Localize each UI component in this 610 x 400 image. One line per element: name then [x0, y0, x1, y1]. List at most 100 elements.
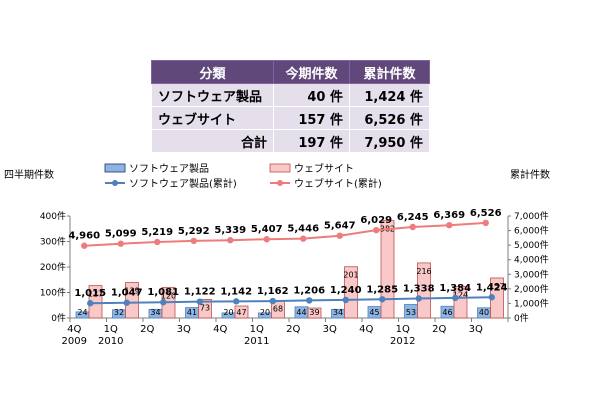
line-value-label: 1,240 — [330, 285, 362, 296]
series-line — [90, 296, 492, 305]
line-value-label: 6,029 — [360, 215, 392, 226]
series-line — [84, 221, 486, 247]
data-point — [233, 298, 240, 305]
data-point — [336, 232, 343, 239]
line-value-label: 1,081 — [147, 287, 179, 298]
x-tick-label: 1Q — [250, 324, 264, 335]
x-tick-label: 4Q — [67, 324, 81, 335]
legend-label: ウェブサイト(累計) — [294, 177, 382, 190]
table-row: ウェブサイト 157 件 6,526 件 — [151, 106, 430, 130]
bar-value-label: 24 — [77, 308, 87, 317]
data-point — [87, 300, 94, 307]
data-point — [160, 299, 167, 306]
x-tick-label: 2Q — [140, 324, 154, 335]
bar-value-label: 41 — [187, 308, 197, 317]
line-value-label: 1,424 — [476, 282, 508, 293]
legend-swatch — [269, 163, 291, 173]
summary-header-row: 分類 今期件数 累計件数 — [151, 60, 430, 84]
data-point — [154, 238, 161, 246]
line-value-label: 1,122 — [184, 287, 216, 298]
x-group-label: 2011 — [244, 336, 269, 347]
table-row: ソフトウェア製品 40 件 1,424 件 — [151, 83, 430, 107]
bar-value-label: 44 — [296, 308, 306, 317]
x-group-label: 2009 — [62, 336, 87, 347]
bar-value-label: 201 — [343, 271, 358, 280]
line-value-label: 6,526 — [470, 208, 502, 219]
data-point — [123, 299, 130, 306]
data-point — [306, 297, 313, 304]
legend-label: ソフトウェア製品(累計) — [129, 177, 237, 190]
x-tick-label: 3Q — [177, 324, 191, 335]
data-point — [482, 219, 489, 227]
legend-marker — [277, 180, 283, 186]
x-tick-label: 4Q — [359, 324, 373, 335]
y-axis-title: 四半期件数 — [4, 168, 54, 181]
bar-value-label: 20 — [223, 308, 233, 317]
line-value-label: 1,384 — [439, 283, 471, 294]
y2-axis-title: 累計件数 — [510, 168, 550, 181]
data-point — [81, 242, 88, 249]
line-value-label: 5,446 — [287, 224, 319, 235]
y-tick-label: 300件 — [40, 236, 66, 248]
table-row: 合計 197 件 7,950 件 — [151, 129, 430, 153]
data-point — [190, 237, 197, 245]
y2-tick-label: 7,000件 — [514, 210, 549, 222]
y2-tick-label: 0件 — [514, 312, 529, 324]
data-point — [452, 294, 459, 302]
y-tick-label: 100件 — [40, 287, 66, 299]
bar-value-label: 32 — [114, 308, 124, 317]
line-value-label: 5,099 — [105, 229, 137, 240]
x-tick-label: 2Q — [286, 324, 300, 335]
data-point — [269, 297, 276, 305]
x-tick-label: 1Q — [396, 324, 410, 335]
bar — [380, 220, 395, 319]
x-tick-label: 1Q — [104, 324, 118, 335]
bar — [307, 307, 322, 319]
row-current: 40 件 — [273, 83, 350, 107]
bar-value-label: 45 — [369, 308, 379, 317]
bar-value-label: 34 — [150, 308, 160, 317]
legend-marker — [112, 180, 118, 186]
data-point — [196, 298, 203, 305]
header-current: 今期件数 — [273, 60, 350, 84]
row-cumulative: 7,950 件 — [349, 129, 430, 153]
bar-value-label: 127 — [88, 290, 103, 299]
line-value-label: 1,162 — [257, 286, 289, 297]
line-value-label: 4,960 — [68, 231, 100, 242]
header-category: 分類 — [151, 60, 274, 84]
x-tick-label: 4Q — [213, 324, 227, 335]
header-cumulative: 累計件数 — [349, 60, 430, 84]
bar-value-label: 47 — [236, 308, 246, 317]
x-tick-label: 2Q — [432, 324, 446, 335]
y2-tick-label: 1,000件 — [514, 297, 549, 309]
bar-value-label: 39 — [309, 308, 319, 317]
y-tick-label: 200件 — [40, 261, 66, 273]
bar — [234, 305, 249, 319]
legend-label: ウェブサイト — [294, 162, 354, 175]
line-value-label: 5,292 — [178, 226, 210, 237]
row-cumulative: 1,424 件 — [349, 83, 430, 107]
bar-value-label: 53 — [406, 308, 416, 317]
data-point — [342, 296, 349, 304]
bar-value-label: 120 — [161, 291, 176, 300]
row-current: 157 件 — [273, 106, 350, 130]
x-group-label: 2010 — [98, 336, 123, 347]
data-point — [373, 226, 380, 234]
y-tick-label: 0件 — [51, 312, 66, 324]
bar — [344, 266, 358, 319]
summary-table: 分類 今期件数 累計件数 ソフトウェア製品 40 件 1,424 件 ウェブサイ… — [151, 60, 430, 153]
bar-value-label: 73 — [200, 303, 210, 312]
data-point — [300, 235, 307, 242]
bar-value-label: 46 — [442, 308, 452, 317]
row-category: ソフトウェア製品 — [151, 83, 274, 107]
legend-swatch — [104, 163, 126, 173]
bar-value-label: 40 — [479, 308, 489, 317]
bar-value-label: 34 — [333, 308, 343, 317]
data-point — [379, 296, 386, 303]
y2-tick-label: 5,000件 — [514, 239, 549, 251]
y-tick-label: 400件 — [40, 210, 66, 222]
row-current: 197 件 — [273, 129, 350, 153]
bar-value-label: 216 — [416, 267, 431, 276]
line-value-label: 1,285 — [366, 284, 398, 295]
